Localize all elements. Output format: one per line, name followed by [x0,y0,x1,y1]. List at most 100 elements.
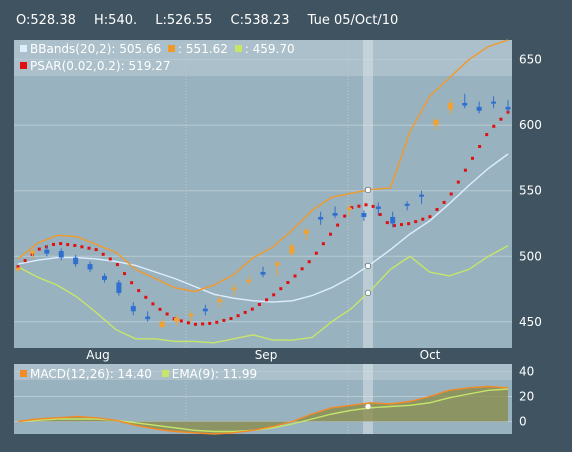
psar-dot [186,321,190,325]
psar-dot [250,307,254,311]
x-axis-band [14,348,512,360]
x-tick-label: Oct [420,348,441,362]
candle-body [318,216,324,220]
psar-dot [357,204,361,208]
macd-crosshair-band [363,364,373,434]
y-tick-label: 450 [519,315,542,329]
psar-dot [314,251,318,255]
psar-dot [286,281,290,284]
psar-dot [222,318,226,322]
psar-dot [130,281,134,285]
psar-dot [471,156,474,160]
bbands-mid-swatch [20,45,27,52]
macd-y-tick-label: 20 [519,390,534,404]
x-tick-label: Sep [255,348,278,362]
psar-dot [179,319,183,323]
psar-dot [257,303,261,306]
psar-dot [215,320,219,324]
psar-dot [194,322,197,326]
ema-label: EMA(9): 11.99 [171,367,258,381]
candle-body [188,313,194,316]
candle-body [289,245,295,254]
psar-dot [336,223,340,227]
candle-body [361,213,367,217]
psar-dot [392,224,396,228]
psar-swatch [20,62,27,69]
psar-dot [463,168,467,172]
psar-dot [201,322,205,326]
candle-body [346,207,352,210]
candle-body [274,262,280,266]
y-tick-label: 500 [519,249,542,263]
bbands-line-mid [17,153,509,303]
candle-body [174,317,180,322]
psar-dot [478,145,482,148]
psar-dot [144,295,148,299]
candle-body [130,306,136,312]
psar-dot [108,257,112,261]
psar-dot [279,287,283,291]
open-value: O:528.38 [16,13,76,28]
candle-body [476,106,482,111]
psar-dot [442,200,446,204]
bbands-upper-swatch [168,45,176,52]
psar-dot [80,245,84,249]
psar-dot [492,124,496,128]
crosshair-marker [364,262,372,270]
crosshair-marker [364,289,372,297]
crosshair-band [363,40,373,348]
macd-crosshair-marker [365,403,371,410]
candle-body [505,106,511,110]
candle-body [404,203,410,206]
low-value: L:526.55 [155,13,213,28]
psar-dot [87,246,91,250]
psar-dot [329,232,332,236]
candle-body [246,279,252,282]
psar-dot [101,252,105,256]
y-tick-label: 600 [519,118,542,132]
psar-dot [385,221,389,225]
psar-dot [449,192,453,196]
psar-dot [300,267,304,271]
candle-body [87,264,93,270]
psar-dot [37,247,41,251]
psar-dot [343,214,347,218]
y-tick-label: 650 [519,53,542,67]
psar-dot [151,302,155,306]
candle-body [260,271,266,275]
psar-dot [115,263,119,267]
ohlc-readout: O:528.38 H:540. L:526.55 C:538.23 Tue 05… [16,13,398,31]
psar-dot [16,265,20,269]
psar-dot [23,259,27,263]
high-value: H:540. [94,13,138,28]
candle-body [462,102,468,106]
psar-dot [499,117,503,121]
psar-dot [407,222,411,226]
candle-body [375,206,381,210]
psar-dot [94,248,98,252]
psar-dot [123,272,126,276]
psar-dot [243,310,247,314]
psar-dot [378,213,382,216]
candle-body [15,268,21,271]
candle-body [303,230,309,234]
psar-dot [158,307,162,311]
psar-dot [350,206,354,210]
psar-dot [66,243,70,247]
psar-dot [421,217,425,221]
candle-body [145,316,151,320]
psar-dot [400,223,403,227]
candle-body [116,282,122,293]
bbands-lower-swatch [234,45,242,52]
psar-dot [52,242,55,246]
macd-area [18,386,508,434]
candle-body [202,308,208,312]
psar-dot [59,242,63,246]
candle-body [58,251,64,258]
psar-dot [272,293,276,297]
psar-dot [364,203,368,207]
macd-legend: MACD(12,26): 14.40 EMA(9): 11.99 [20,367,257,381]
psar-dot [371,204,375,208]
psar-legend: PSAR(0.02,0.2): 519.27 [20,59,170,73]
